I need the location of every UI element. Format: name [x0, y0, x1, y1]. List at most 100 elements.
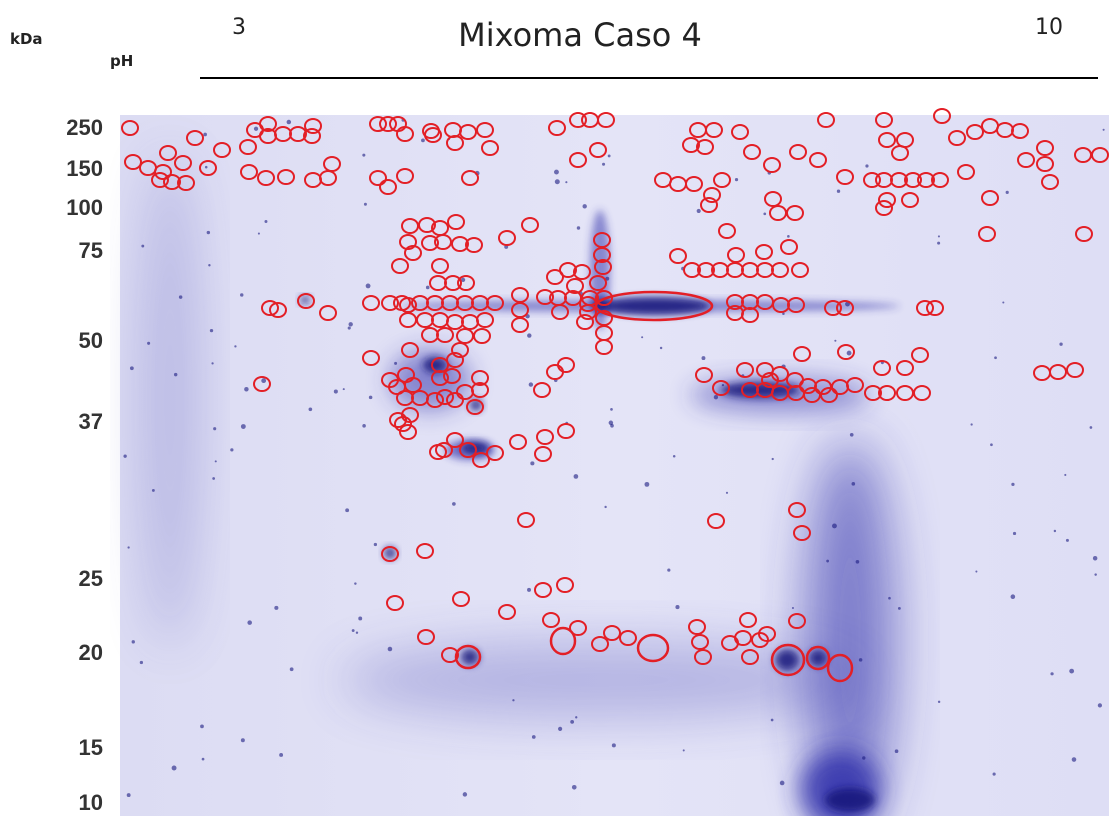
speckle [362, 424, 366, 428]
ph-label: pH [110, 52, 133, 70]
speckle [726, 492, 728, 494]
speckle [210, 329, 213, 332]
speckle [644, 482, 649, 487]
speckle [1050, 672, 1053, 675]
speckle [512, 699, 514, 701]
speckle [763, 213, 766, 216]
mw-label: 250 [66, 115, 103, 140]
speckle [577, 226, 580, 229]
speckle [132, 640, 135, 643]
speckle [366, 284, 371, 289]
speckle [574, 474, 579, 479]
speckle [971, 423, 973, 425]
speckle [127, 793, 131, 797]
ph-end: 10 [1035, 15, 1063, 40]
speckle [602, 163, 605, 166]
title: Mixoma Caso 4 [458, 16, 702, 54]
speckle [334, 390, 338, 394]
speckle [147, 342, 150, 345]
speckle [859, 658, 863, 662]
speckle [608, 154, 611, 157]
speckle [362, 154, 365, 157]
speckle [241, 424, 246, 429]
speckle [207, 231, 210, 234]
speckle [865, 164, 868, 167]
speckle [575, 716, 577, 718]
speckle [421, 138, 425, 142]
speckle [994, 356, 997, 359]
speckle [1064, 474, 1066, 476]
speckle [714, 395, 718, 399]
speckle [850, 433, 854, 437]
speckle [152, 489, 155, 492]
speckle [212, 477, 215, 480]
speckle [452, 502, 456, 506]
speckle [792, 607, 794, 609]
speckle [1090, 426, 1093, 429]
speckle [127, 546, 129, 548]
speckle [230, 448, 233, 451]
speckle [279, 753, 283, 757]
speckle [1066, 539, 1069, 542]
speckle [938, 701, 940, 703]
speckle [247, 620, 252, 625]
speckle [348, 326, 351, 329]
speckle [343, 388, 345, 390]
speckle [529, 382, 533, 386]
speckle [834, 340, 836, 342]
speckle [241, 738, 245, 742]
speckle [213, 427, 216, 430]
speckle [309, 407, 313, 411]
speckle [862, 756, 865, 759]
speckle [394, 362, 397, 365]
speckle [837, 190, 840, 193]
speckle [771, 719, 774, 722]
mw-label: 25 [79, 566, 103, 591]
speckle [258, 233, 260, 235]
speckle [369, 396, 373, 400]
speckle [787, 235, 790, 238]
ph-start: 3 [232, 15, 246, 40]
speckle [208, 264, 210, 266]
speckle [675, 605, 679, 609]
speckle [352, 629, 355, 632]
speckle [532, 735, 536, 739]
speckle [274, 606, 278, 610]
speckle [937, 242, 940, 245]
speckle [358, 617, 362, 621]
speckle [179, 295, 182, 298]
speckle [1093, 556, 1097, 560]
protein-spot [809, 650, 827, 666]
speckle [174, 373, 177, 376]
units-label: kDa [10, 30, 43, 48]
speckle [215, 460, 217, 462]
speckle [1002, 301, 1004, 303]
speckle [1098, 703, 1102, 707]
protein-spot [600, 297, 710, 315]
speckle [895, 749, 899, 753]
mw-label: 10 [79, 790, 103, 815]
speckle [1006, 191, 1009, 194]
speckle [349, 322, 353, 326]
speckle [211, 362, 213, 364]
speckle [888, 597, 891, 600]
smear [140, 150, 200, 650]
speckle [172, 766, 177, 771]
speckle [527, 333, 531, 337]
speckle [735, 178, 738, 181]
gel-figure: kDa pH 3 Mixoma Caso 4 10 25015010075503… [0, 0, 1109, 816]
speckle [261, 378, 266, 383]
speckle [667, 569, 670, 572]
speckle [240, 293, 243, 296]
protein-spot [300, 296, 310, 304]
speckle [140, 661, 143, 664]
speckle [205, 166, 208, 169]
speckle [356, 631, 358, 633]
speckle [554, 170, 559, 175]
speckle [697, 209, 701, 213]
speckle [604, 506, 606, 508]
protein-spot [825, 788, 875, 812]
speckle [722, 384, 724, 386]
page: kDa pH 3 Mixoma Caso 4 10 25015010075503… [0, 0, 1109, 816]
